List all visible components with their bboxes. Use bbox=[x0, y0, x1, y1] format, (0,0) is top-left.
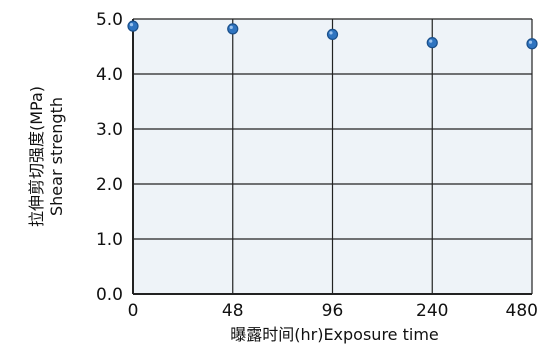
x-tick-label: 96 bbox=[322, 301, 344, 321]
data-points bbox=[127, 20, 538, 50]
y-tick-label: 4.0 bbox=[96, 65, 123, 85]
data-point-highlight bbox=[129, 23, 134, 27]
x-tick-labels: 0 48 96 240 480 bbox=[128, 301, 538, 321]
y-tick-label: 1.0 bbox=[96, 230, 123, 250]
y-tick-label: 3.0 bbox=[96, 120, 123, 140]
y-axis-label-chinese: 拉伸剪切强度(MPa) bbox=[27, 86, 46, 227]
data-point bbox=[426, 37, 438, 49]
gridlines bbox=[132, 18, 533, 295]
x-tick-label: 480 bbox=[506, 301, 538, 321]
data-point-highlight bbox=[229, 25, 233, 29]
y-tick-label: 2.0 bbox=[96, 175, 123, 195]
data-point bbox=[326, 28, 339, 41]
data-point-highlight bbox=[329, 31, 333, 35]
y-axis-label: 拉伸剪切强度(MPa) Shear strength bbox=[27, 86, 66, 227]
x-tick-label: 0 bbox=[128, 301, 139, 321]
data-point bbox=[127, 20, 139, 32]
x-tick-label: 48 bbox=[222, 301, 244, 321]
y-tick-label: 5.0 bbox=[96, 10, 123, 30]
y-axis-label-english: Shear strength bbox=[47, 97, 66, 216]
data-point bbox=[526, 38, 538, 50]
x-tick-label: 240 bbox=[416, 301, 448, 321]
y-tick-label: 0.0 bbox=[96, 285, 123, 305]
data-point-highlight bbox=[429, 39, 433, 43]
x-axis-label: 曝露时间(hr)Exposure time bbox=[230, 325, 439, 344]
data-point bbox=[227, 23, 239, 35]
y-tick-labels: 0.0 1.0 2.0 3.0 4.0 5.0 bbox=[96, 10, 123, 305]
data-point-highlight bbox=[528, 40, 533, 44]
